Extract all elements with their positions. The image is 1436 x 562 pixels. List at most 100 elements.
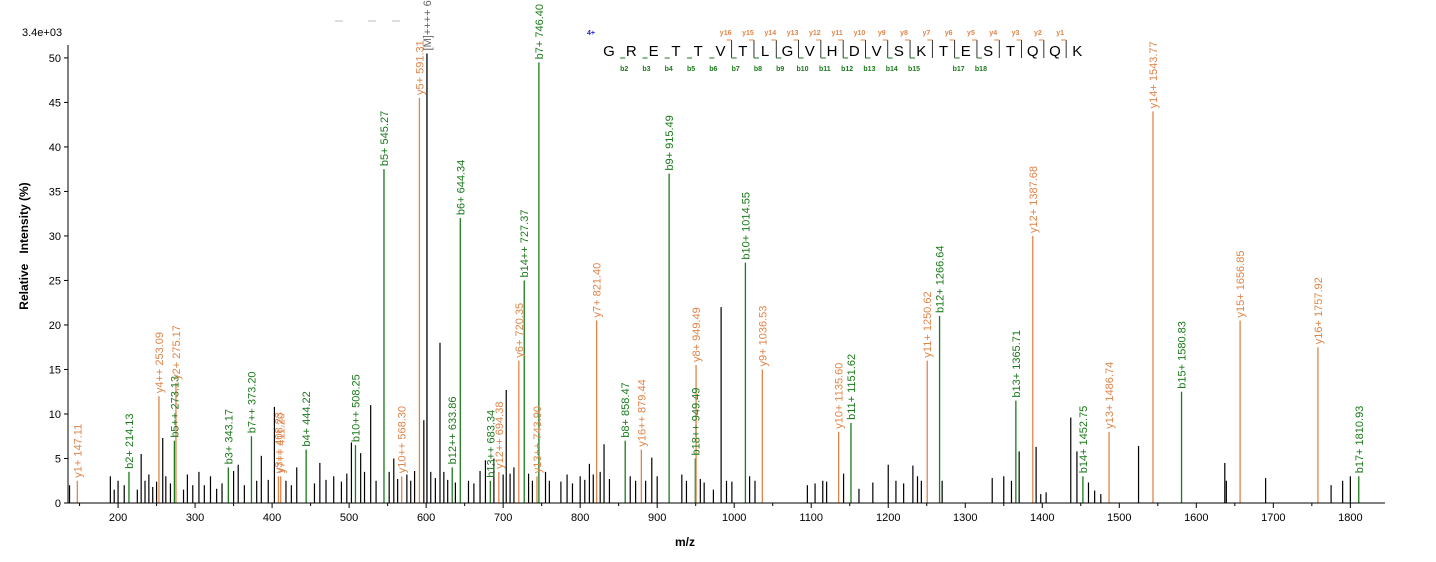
b-ion-label: b3 <box>642 66 650 73</box>
sequence-residue: K <box>916 43 926 60</box>
sequence-residue: G <box>782 43 794 60</box>
sequence-residue: T <box>671 43 680 60</box>
b-ion-label: b8 <box>754 66 762 73</box>
b-ion-label: b11 <box>819 66 831 73</box>
b-ion-label: b15 <box>908 66 920 73</box>
peak-label-y: y7+ 821.40 <box>592 263 604 318</box>
x-tick-label: 1400 <box>1030 512 1054 524</box>
peak-label-y: y8+ 949.49 <box>691 307 703 362</box>
b-ion-label: b14 <box>886 66 898 73</box>
x-tick-label: 200 <box>109 512 127 524</box>
peak-label-b: b7++ 373.20 <box>246 371 258 433</box>
peak-label-y: y13+ 1486.74 <box>1104 362 1116 429</box>
peak-label-b: b17+ 1810.93 <box>1354 406 1366 474</box>
peak-label-b: b6+ 644.34 <box>455 160 467 215</box>
sequence-residue: D <box>849 43 860 60</box>
peak-label-b: b4+ 444.22 <box>301 391 313 446</box>
peak-label-y: y10++ 568.30 <box>397 406 409 473</box>
peak-label-b: b18++ 949.49 <box>690 388 702 456</box>
peak-label-b: b9+ 915.49 <box>664 115 676 170</box>
b-ion-label: b6 <box>709 66 717 73</box>
y-ion-label: y14 <box>764 30 776 37</box>
b-ion-label: b7 <box>732 66 740 73</box>
y-ion-label: y1 <box>1056 30 1064 37</box>
peak-label-b: b10++ 508.25 <box>350 374 362 442</box>
b-ion-label: b18 <box>975 66 987 73</box>
peak-label-precursor: [M]++++ 601.07 <box>422 0 434 50</box>
y-ion-label: y3 <box>1012 30 1020 37</box>
x-tick-label: 1300 <box>953 512 977 524</box>
peak-label-b: b5+ 545.27 <box>379 111 391 166</box>
peak-label-b: b12++ 633.86 <box>447 396 459 464</box>
y-ion-label: y13 <box>787 30 799 37</box>
x-tick-label: 400 <box>263 512 281 524</box>
peak-label-y: y16++ 879.44 <box>636 379 648 446</box>
peak-label-y: y11+ 1250.62 <box>922 291 934 357</box>
sequence-residue: V <box>872 43 882 60</box>
x-tick-label: 500 <box>340 512 358 524</box>
y-tick-label: 25 <box>49 275 61 287</box>
peak-label-b: b11+ 1151.62 <box>846 354 858 420</box>
sequence-residue: V <box>715 43 725 60</box>
b-ion-label: b13 <box>863 66 875 73</box>
y-tick-label: 5 <box>55 453 61 465</box>
y-ion-label: y11 <box>832 30 843 37</box>
peak-label-y: y12++ 694.38 <box>494 402 506 469</box>
peak-label-y: y14+ 1543.77 <box>1148 41 1160 108</box>
b-ion-label: b17 <box>953 66 965 73</box>
x-tick-label: 1600 <box>1184 512 1208 524</box>
y-ion-label: y5 <box>967 30 975 37</box>
x-axis-title: m/z <box>675 535 695 549</box>
y-tick-label: 20 <box>49 320 61 332</box>
y-ion-label: y4 <box>989 30 997 37</box>
sequence-residue: T <box>738 43 747 60</box>
y-ion-label: y7 <box>922 30 930 37</box>
sequence-residue: Q <box>1027 43 1039 60</box>
b-ion-label: b5 <box>687 66 695 73</box>
x-tick-label: 1800 <box>1338 512 1362 524</box>
y-tick-label: 30 <box>49 231 61 243</box>
peak-label-y: y12+ 1387.68 <box>1028 166 1040 233</box>
x-tick-label: 800 <box>571 512 589 524</box>
y-ion-label: y8 <box>900 30 908 37</box>
y-tick-label: 0 <box>55 498 61 510</box>
x-tick-label: 300 <box>186 512 204 524</box>
peak-label-b: b10+ 1014.55 <box>740 192 752 260</box>
x-tick-label: 1100 <box>799 512 823 524</box>
axes-layer: 0 5 10 15 20 25 30 35 40 45 50 200 300 400 500 600 700 80… <box>49 45 1385 524</box>
peak-label-y: y3++ 408.23 <box>273 412 285 473</box>
sequence-residue: L <box>761 43 769 60</box>
peak-label-b: b5++ 273.13 <box>169 376 181 438</box>
y-tick-label: 50 <box>49 53 61 65</box>
x-tick-label: 700 <box>494 512 512 524</box>
y-ion-label: y12 <box>809 30 821 37</box>
b-ion-label: b10 <box>797 66 809 73</box>
b-ion-label: b2 <box>620 66 628 73</box>
y-tick-label: 15 <box>49 364 61 376</box>
sequence-residue: E <box>961 43 971 60</box>
sequence-residue: G <box>603 43 615 60</box>
x-tick-label: 1000 <box>722 512 746 524</box>
peak-label-y: y10+ 1135.60 <box>834 363 846 429</box>
sequence-residue: E <box>649 43 659 60</box>
y-ion-label: y9 <box>878 30 886 37</box>
y-ion-label: y15 <box>742 30 754 37</box>
peak-label-b: b12+ 1266.64 <box>935 245 947 313</box>
peak-label-b: b13+ 1365.71 <box>1011 330 1023 398</box>
peak-label-b: b15+ 1580.83 <box>1177 321 1189 389</box>
peak-label-b: b13++ 683.34 <box>485 410 497 478</box>
b-ion-label: b4 <box>665 66 673 73</box>
sequence-residue: V <box>805 43 815 60</box>
sequence-residue: T <box>1006 43 1015 60</box>
intensity-scale-label: 3.4e+03 <box>22 27 62 39</box>
peak-label-b: b8+ 858.47 <box>620 382 632 437</box>
x-tick-label: 1700 <box>1261 512 1285 524</box>
b-ion-label: b12 <box>841 66 853 73</box>
x-tick-label: 900 <box>648 512 666 524</box>
peak-label-y: y9+ 1036.53 <box>757 306 769 367</box>
y-axis-title: Relative Intensity (%) <box>17 182 31 309</box>
